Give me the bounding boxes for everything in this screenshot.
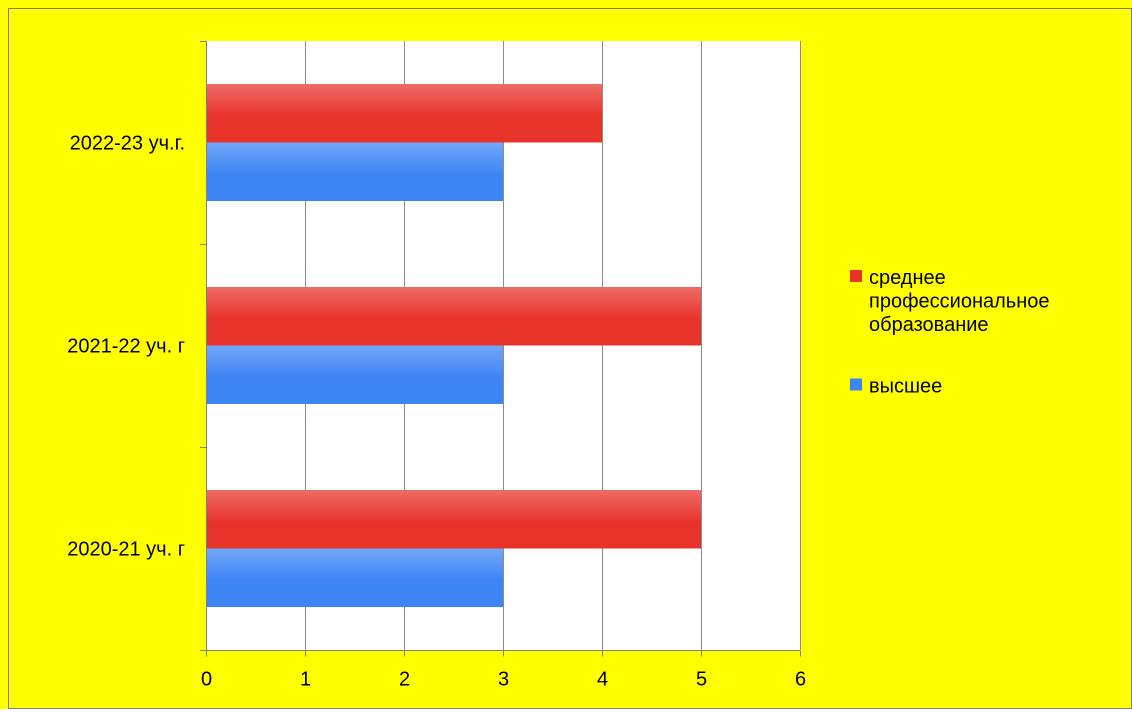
- bars: [206, 84, 701, 607]
- axes: 0 1 2 3 4 5 6 2020-21 уч. г 2021-22 уч. г 2022-23…: [67, 41, 806, 691]
- category-label: 2022-23 уч.г.: [70, 133, 185, 155]
- legend-label-высшее: высшее: [869, 376, 942, 398]
- bar-secondary-0: [206, 490, 701, 549]
- x-tick-label: 0: [201, 669, 212, 691]
- x-tick-label: 5: [696, 669, 707, 691]
- legend-label-line: профессиональное: [869, 291, 1050, 313]
- x-tick-label: 4: [597, 669, 608, 691]
- bar-secondary-1: [206, 287, 701, 346]
- legend-label-среднее-профессиональное-образование: среднее профессиональное образование: [869, 267, 1050, 336]
- x-tick-label: 1: [300, 669, 311, 691]
- bar-higher-2: [206, 142, 503, 201]
- category-label: 2021-22 уч. г: [67, 336, 185, 358]
- legend-swatch: [850, 378, 862, 391]
- bar-higher-0: [206, 548, 503, 607]
- legend: среднее профессиональное образование высшее: [850, 267, 1050, 398]
- bar-higher-1: [206, 345, 503, 404]
- legend-swatch: [850, 270, 862, 282]
- legend-label-line: среднее: [869, 267, 946, 289]
- x-tick-label: 2: [399, 669, 410, 691]
- legend-label-line: высшее: [869, 376, 942, 398]
- bar-secondary-2: [206, 84, 602, 143]
- legend-label-line: образование: [869, 314, 989, 336]
- x-tick-label: 3: [498, 669, 509, 691]
- category-label: 2020-21 уч. г: [67, 539, 185, 561]
- x-tick-label: 6: [795, 669, 806, 691]
